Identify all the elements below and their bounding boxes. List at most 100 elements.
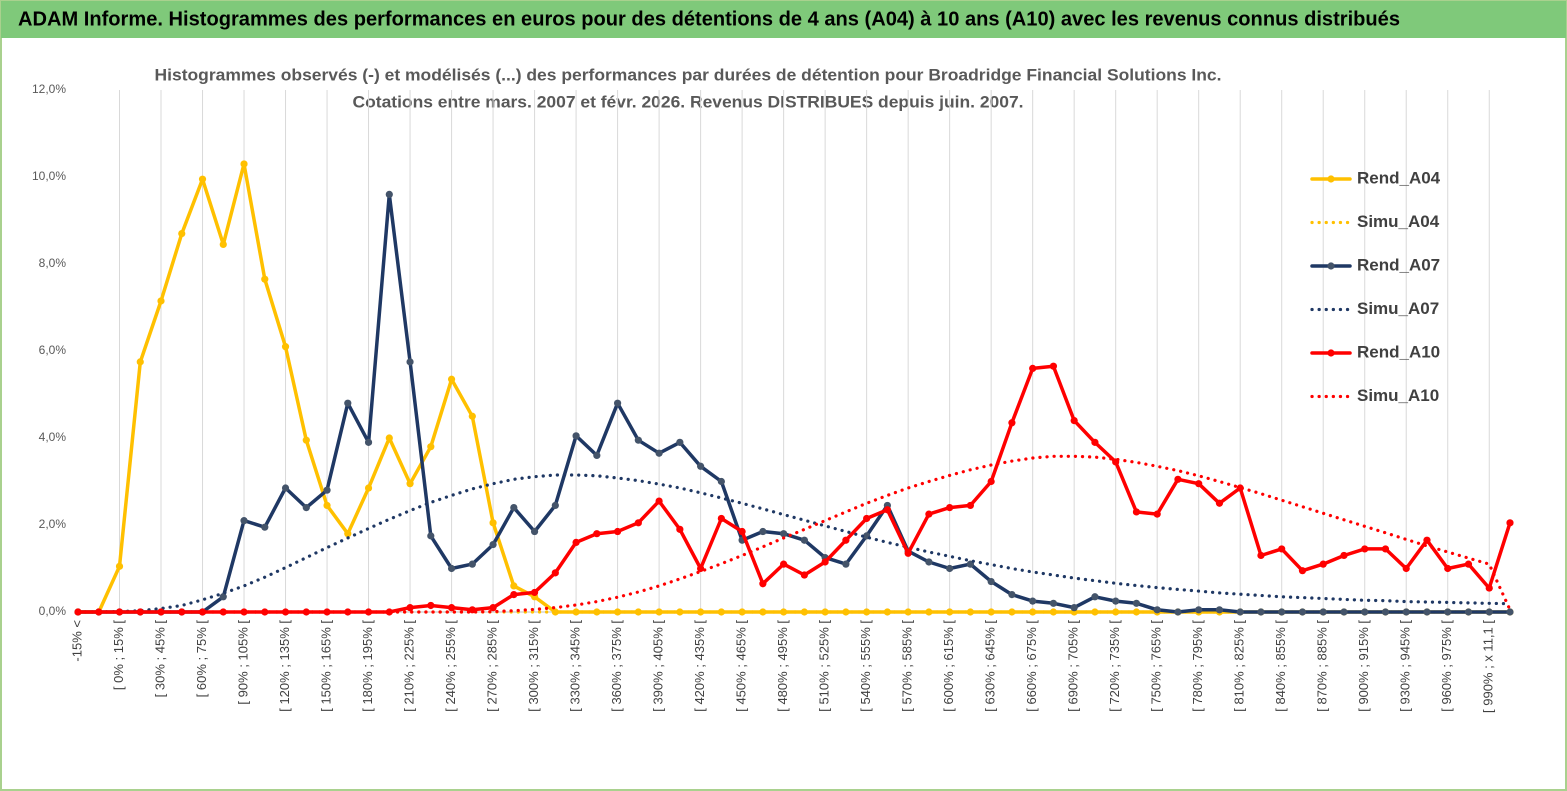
data-point bbox=[738, 527, 746, 536]
data-point bbox=[1029, 608, 1037, 616]
header-bar bbox=[1, 1, 1566, 38]
data-point bbox=[1029, 597, 1037, 605]
series-line bbox=[76, 192, 1512, 614]
data-point bbox=[1278, 545, 1286, 553]
x-tick-label: -15% < bbox=[69, 620, 84, 662]
data-point bbox=[863, 514, 871, 523]
data-point bbox=[593, 530, 601, 538]
data-point bbox=[302, 436, 310, 444]
data-point bbox=[1091, 593, 1099, 601]
legend-label: Rend_A07 bbox=[1357, 255, 1440, 274]
data-point bbox=[780, 608, 788, 616]
data-point bbox=[261, 523, 269, 531]
data-point bbox=[427, 443, 435, 451]
data-point bbox=[364, 484, 373, 492]
x-tick-label: [ 840% ; 855% [ bbox=[1273, 620, 1288, 712]
data-point bbox=[1444, 564, 1452, 573]
data-point bbox=[240, 517, 248, 525]
data-point bbox=[406, 480, 414, 488]
data-point bbox=[634, 436, 642, 444]
x-tick-label: [ 120% ; 135% [ bbox=[277, 620, 292, 712]
data-point bbox=[759, 608, 767, 616]
data-point bbox=[281, 343, 290, 351]
data-point bbox=[1298, 608, 1307, 616]
data-point bbox=[780, 530, 788, 538]
data-point bbox=[800, 571, 808, 579]
x-tick-label: [ 300% ; 315% [ bbox=[526, 620, 541, 712]
data-point bbox=[1008, 591, 1016, 599]
data-point bbox=[987, 577, 995, 586]
data-point bbox=[406, 358, 414, 366]
series-line bbox=[76, 473, 1512, 614]
x-tick-label: [ 780% ; 795% [ bbox=[1190, 620, 1205, 712]
data-point bbox=[572, 538, 580, 547]
data-point bbox=[842, 560, 850, 568]
y-tick-label: 12,0% bbox=[32, 82, 66, 96]
x-tick-label: [ 900% ; 915% [ bbox=[1356, 620, 1371, 712]
legend-label: Simu_A04 bbox=[1357, 212, 1440, 231]
y-tick-label: 0,0% bbox=[39, 604, 67, 618]
y-tick-label: 4,0% bbox=[39, 430, 67, 444]
data-point bbox=[572, 432, 580, 440]
data-point bbox=[946, 564, 954, 573]
x-tick-label: [ 600% ; 615% [ bbox=[941, 620, 956, 712]
data-point bbox=[1464, 560, 1473, 568]
data-point bbox=[800, 536, 808, 544]
data-point bbox=[510, 591, 518, 599]
y-tick-label: 6,0% bbox=[39, 343, 67, 357]
x-tick-label: [ 690% ; 705% [ bbox=[1066, 620, 1081, 712]
data-point bbox=[1153, 510, 1161, 518]
data-point bbox=[1215, 606, 1224, 614]
data-point bbox=[717, 477, 725, 486]
data-point bbox=[966, 501, 975, 510]
data-point bbox=[800, 608, 808, 616]
data-point bbox=[323, 501, 331, 510]
x-tick-label: [ 60% ; 75% [ bbox=[194, 620, 209, 698]
data-point bbox=[946, 504, 954, 512]
series-line bbox=[76, 364, 1512, 614]
chart-subtitle: Cotations entre mars. 2007 et févr. 2026… bbox=[353, 92, 1024, 111]
data-point bbox=[1112, 597, 1120, 605]
data-point bbox=[966, 608, 975, 616]
legend-marker bbox=[1327, 262, 1335, 270]
data-point bbox=[240, 608, 248, 616]
data-point bbox=[1340, 608, 1348, 616]
legend-marker bbox=[1327, 175, 1335, 183]
data-point bbox=[178, 608, 186, 616]
data-point bbox=[759, 527, 767, 536]
data-point bbox=[1195, 480, 1203, 488]
data-point bbox=[1049, 608, 1058, 616]
data-point bbox=[987, 477, 995, 486]
data-point bbox=[1381, 608, 1390, 616]
x-tick-label: [ 870% ; 885% [ bbox=[1315, 620, 1330, 712]
header-title: ADAM Informe. Histogrammes des performan… bbox=[18, 8, 1400, 30]
data-point bbox=[1381, 545, 1390, 553]
data-point bbox=[406, 604, 414, 612]
data-point bbox=[530, 588, 539, 597]
data-point bbox=[1298, 567, 1307, 575]
x-tick-label: [ 90% ; 105% [ bbox=[235, 620, 250, 705]
legend-marker bbox=[1327, 349, 1335, 357]
data-point bbox=[1423, 536, 1431, 544]
data-point bbox=[655, 449, 663, 457]
data-point bbox=[1444, 608, 1452, 616]
data-point bbox=[385, 434, 393, 442]
data-point bbox=[489, 519, 497, 527]
data-point bbox=[904, 549, 912, 557]
x-tick-label: [ 960% ; 975% [ bbox=[1439, 620, 1454, 712]
data-point bbox=[1070, 417, 1078, 425]
data-point bbox=[759, 580, 767, 588]
x-tick-label: [ 390% ; 405% [ bbox=[651, 620, 666, 712]
data-point bbox=[676, 525, 684, 533]
data-point bbox=[1049, 362, 1058, 370]
data-point bbox=[946, 608, 954, 616]
data-point bbox=[655, 497, 663, 505]
data-point bbox=[717, 514, 725, 523]
data-point bbox=[634, 519, 642, 527]
legend-label: Rend_A04 bbox=[1357, 168, 1441, 187]
data-point bbox=[240, 160, 248, 168]
data-point bbox=[178, 229, 186, 238]
data-point bbox=[883, 506, 891, 514]
data-point bbox=[1319, 608, 1327, 616]
